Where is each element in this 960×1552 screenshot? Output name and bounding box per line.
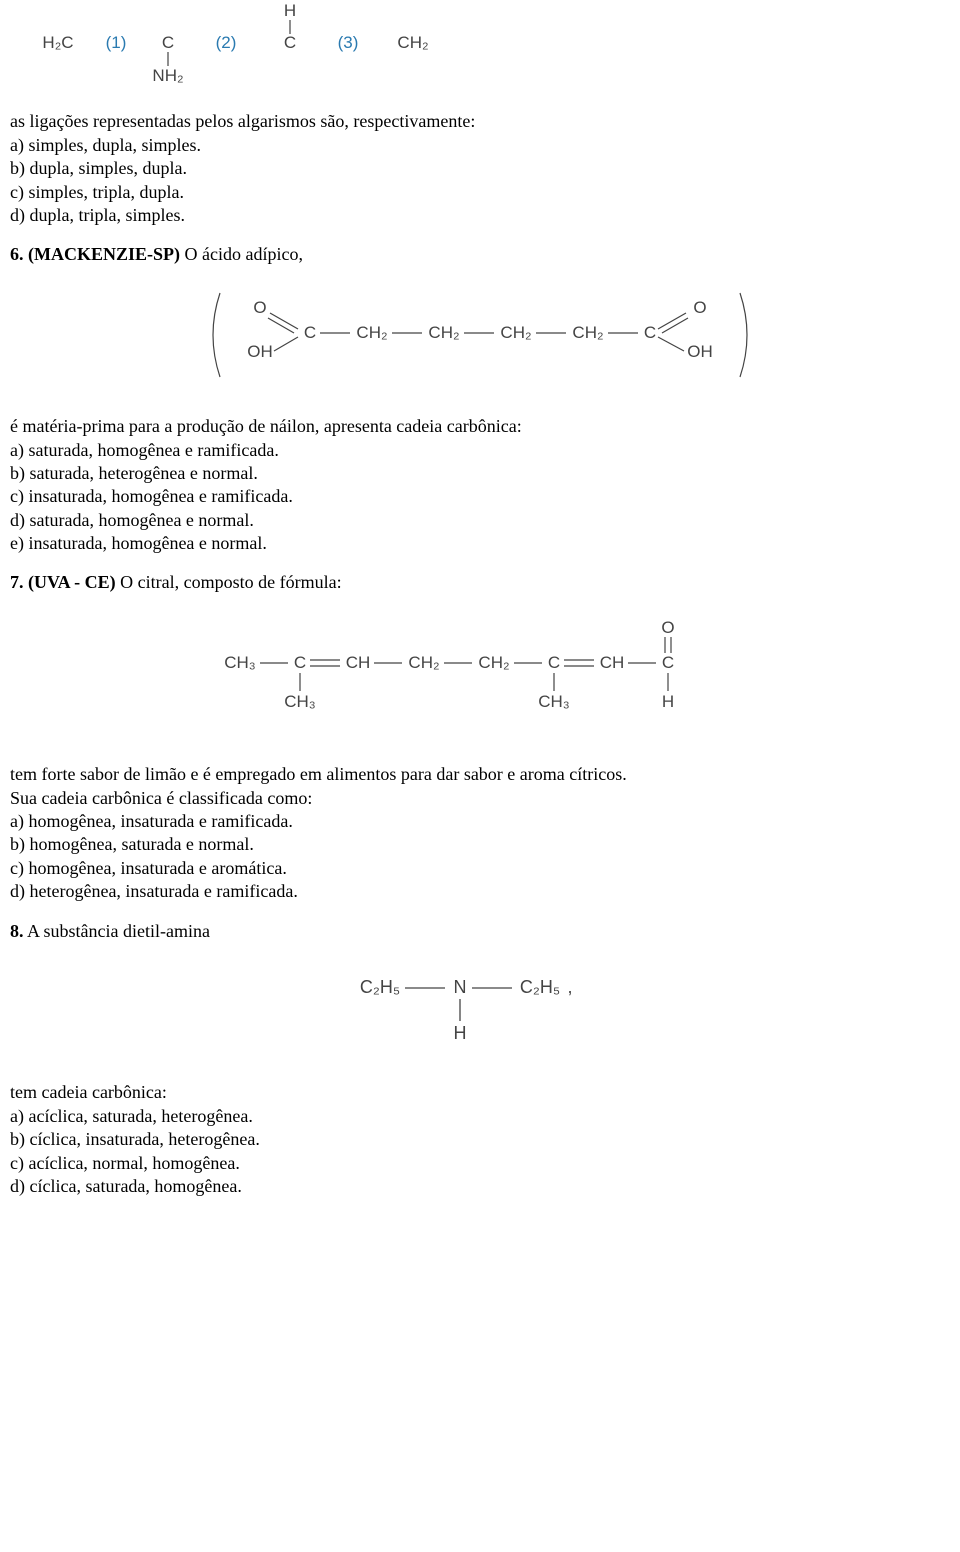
- atom-nh2: NH₂: [152, 66, 183, 85]
- paren-right: [740, 293, 747, 377]
- q7-opt-a: a) homogênea, insaturada e ramificada.: [10, 810, 950, 833]
- atom-c-1: C: [294, 653, 306, 672]
- atom-ch2-3: CH₂: [500, 323, 531, 342]
- atom-c-l: C: [304, 323, 316, 342]
- q7-options: a) homogênea, insaturada e ramificada. b…: [10, 810, 950, 904]
- bond-l-oh: [274, 337, 298, 351]
- atom-c-2: C: [548, 653, 560, 672]
- atom-c-3: C: [662, 653, 674, 672]
- q6-lead-rest: O ácido adípico,: [180, 244, 303, 264]
- atom-n: N: [454, 977, 467, 997]
- q6-opt-c: c) insaturada, homogênea e ramificada.: [10, 485, 950, 508]
- atom-ch-1: CH: [346, 653, 371, 672]
- bond-r-oh: [658, 337, 684, 351]
- q5-chem-structure: H₂C (1) C (2) C (3) CH₂ H NH₂: [28, 6, 950, 102]
- atom-c-r: C: [644, 323, 656, 342]
- q5-opt-c: c) simples, tripla, dupla.: [10, 181, 950, 204]
- q8-opt-d: d) cíclica, saturada, homogênea.: [10, 1175, 950, 1198]
- q6-options: a) saturada, homogênea e ramificada. b) …: [10, 439, 950, 556]
- bond-label-2: (2): [216, 33, 237, 52]
- comma: ,: [567, 977, 572, 997]
- atom-oh-r: OH: [687, 342, 713, 361]
- q8-opt-b: b) cíclica, insaturada, heterogênea.: [10, 1128, 950, 1151]
- atom-oh-l: OH: [247, 342, 273, 361]
- q8-opt-a: a) acíclica, saturada, heterogênea.: [10, 1105, 950, 1128]
- q6-opt-e: e) insaturada, homogênea e normal.: [10, 532, 950, 555]
- atom-ch2-2: CH₂: [428, 323, 459, 342]
- q8-lead-rest: A substância dietil-amina: [24, 921, 210, 941]
- q7-lead-rest: O citral, composto de fórmula:: [116, 572, 342, 592]
- q7-opt-b: b) homogênea, saturada e normal.: [10, 833, 950, 856]
- q6-chem-structure: O OH C CH₂ CH₂ CH₂ CH₂ C O OH: [10, 285, 950, 391]
- atom-ch2-4: CH₂: [572, 323, 603, 342]
- atom-ch2-1: CH₂: [356, 323, 387, 342]
- bond-label-3: (3): [338, 33, 359, 52]
- atom-ch2-2: CH₂: [478, 653, 509, 672]
- q7-opt-d: d) heterogênea, insaturada e ramificada.: [10, 880, 950, 903]
- atom-ch3-b2: CH₃: [538, 692, 569, 711]
- bond-label-1: (1): [106, 33, 127, 52]
- q5-opt-d: d) dupla, tripla, simples.: [10, 204, 950, 227]
- q5-opt-a: a) simples, dupla, simples.: [10, 134, 950, 157]
- q8-lead-bold: 8.: [10, 921, 24, 941]
- atom-h: H: [662, 692, 674, 711]
- q7-chem-structure: CH₃ C CH CH₂ CH₂ C CH C O H: [10, 613, 950, 739]
- q8-options: a) acíclica, saturada, heterogênea. b) c…: [10, 1105, 950, 1199]
- atom-ch2-1: CH₂: [408, 653, 439, 672]
- q5-options: a) simples, dupla, simples. b) dupla, si…: [10, 134, 950, 228]
- q6-lead: 6. (MACKENZIE-SP) O ácido adípico,: [10, 243, 950, 266]
- bond-r-do2: [662, 318, 688, 333]
- atom-h: H: [454, 1023, 467, 1043]
- q8-opt-c: c) acíclica, normal, homogênea.: [10, 1152, 950, 1175]
- atom-c1: C: [162, 33, 174, 52]
- atom-ch-2: CH: [600, 653, 625, 672]
- q8-chem-structure: C₂H₅ N C₂H₅ , H: [10, 961, 950, 1057]
- q5-stem: as ligações representadas pelos algarism…: [10, 110, 950, 133]
- atom-c2: C: [284, 33, 296, 52]
- q5-opt-b: b) dupla, simples, dupla.: [10, 157, 950, 180]
- q7-stem1: tem forte sabor de limão e é empregado e…: [10, 763, 950, 786]
- atom-h2c: H₂C: [42, 33, 73, 52]
- q7-opt-c: c) homogênea, insaturada e aromática.: [10, 857, 950, 880]
- q6-lead-bold: 6. (MACKENZIE-SP): [10, 244, 180, 264]
- q6-stem: é matéria-prima para a produção de náilo…: [10, 415, 950, 438]
- q8-stem: tem cadeia carbônica:: [10, 1081, 950, 1104]
- atom-c2h5-r: C₂H₅: [520, 977, 560, 997]
- atom-o-r: O: [693, 298, 706, 317]
- q7-stem2: Sua cadeia carbônica é classificada como…: [10, 787, 950, 810]
- q8-lead: 8. A substância dietil-amina: [10, 920, 950, 943]
- atom-h: H: [284, 1, 296, 20]
- q6-opt-a: a) saturada, homogênea e ramificada.: [10, 439, 950, 462]
- atom-ch2: CH₂: [397, 33, 428, 52]
- q7-lead-bold: 7. (UVA - CE): [10, 572, 116, 592]
- q6-opt-d: d) saturada, homogênea e normal.: [10, 509, 950, 532]
- paren-left: [213, 293, 220, 377]
- atom-c2h5-l: C₂H₅: [360, 977, 400, 997]
- atom-o-l: O: [253, 298, 266, 317]
- q7-lead: 7. (UVA - CE) O citral, composto de fórm…: [10, 571, 950, 594]
- bond-l-do2: [268, 318, 294, 333]
- atom-ch3-b1: CH₃: [284, 692, 315, 711]
- atom-ch3-1: CH₃: [224, 653, 255, 672]
- atom-o: O: [661, 618, 674, 637]
- q6-opt-b: b) saturada, heterogênea e normal.: [10, 462, 950, 485]
